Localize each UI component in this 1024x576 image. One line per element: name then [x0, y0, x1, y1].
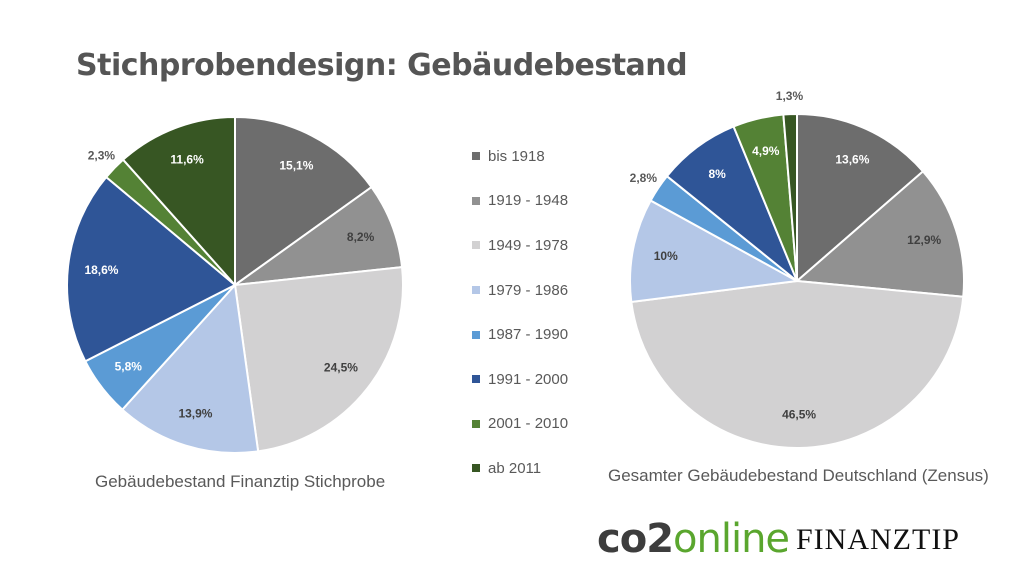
- pie-slice: [234, 115, 373, 287]
- pie-data-label: 18,6%: [84, 263, 118, 277]
- pie-data-label: 4,9%: [752, 144, 780, 158]
- pie-slice: [629, 199, 801, 304]
- pie-slice: [66, 175, 237, 363]
- legend-item: 1949 - 1978: [472, 223, 568, 268]
- legend-item: bis 1918: [472, 134, 568, 179]
- slide-title: Stichprobendesign: Gebäudebestand: [76, 48, 688, 83]
- legend-swatch: [472, 196, 480, 205]
- legend-item: 1919 - 1948: [472, 179, 568, 224]
- pie-data-label: 1,3%: [776, 89, 804, 103]
- pie-data-label: 8%: [708, 167, 726, 181]
- co2online-logo: co2online: [597, 516, 790, 562]
- pie-data-label: 13,9%: [178, 406, 212, 420]
- pie-slice: [121, 115, 236, 288]
- pie-data-label: 5,8%: [115, 360, 143, 374]
- legend-label: 1991 - 2000: [488, 370, 569, 388]
- legend-swatch: [472, 464, 480, 473]
- caption-right: Gesamter Gebäudebestand Deutschland (Zen…: [608, 466, 989, 485]
- legend-swatch: [472, 330, 480, 339]
- pie-slice: [782, 112, 798, 282]
- legend: bis 1918 1919 - 1948 1949 - 1978 1979 - 198…: [472, 134, 568, 491]
- pie-data-label: 2,8%: [630, 171, 658, 185]
- legend-swatch: [472, 419, 480, 428]
- pie-data-label: 8,2%: [347, 230, 375, 244]
- legend-label: bis 1918: [488, 147, 545, 165]
- pie-slice: [120, 282, 260, 454]
- pie-data-label: 10%: [654, 249, 678, 263]
- legend-swatch: [472, 241, 480, 250]
- legend-label: 1919 - 1948: [488, 192, 569, 210]
- pie-data-label: 15,1%: [279, 158, 313, 172]
- pie-data-label: 13,6%: [835, 152, 869, 166]
- caption-left: Gebäudebestand Finanztip Stichprobe: [95, 472, 386, 491]
- pie-slice: [796, 112, 925, 284]
- legend-label: 1987 - 1990: [488, 326, 569, 344]
- legend-label: ab 2011: [488, 459, 542, 477]
- legend-swatch: [472, 375, 480, 384]
- legend-item: 1979 - 1986: [472, 268, 568, 313]
- legend-swatch: [472, 286, 480, 295]
- legend-label: 1949 - 1978: [488, 236, 569, 254]
- legend-item: 1991 - 2000: [472, 357, 568, 402]
- legend-item: ab 2011: [472, 446, 568, 491]
- finanztip-logo: FINANZTIP: [796, 523, 960, 556]
- legend-label: 2001 - 2010: [488, 415, 569, 433]
- pie-slice: [630, 279, 965, 449]
- pie-data-label: 2,3%: [88, 149, 116, 163]
- pie-data-label: 24,5%: [324, 361, 358, 375]
- pie-slice: [231, 185, 404, 287]
- legend-item: 1987 - 1990: [472, 312, 568, 357]
- pie-data-label: 46,5%: [782, 408, 816, 422]
- legend-swatch: [472, 152, 480, 161]
- pie-slice: [233, 265, 404, 453]
- pie-slice: [794, 169, 965, 298]
- pie-data-label: 12,9%: [907, 233, 941, 247]
- legend-item: 2001 - 2010: [472, 402, 568, 447]
- legend-label: 1979 - 1986: [488, 281, 569, 299]
- pie-data-label: 11,6%: [170, 152, 204, 166]
